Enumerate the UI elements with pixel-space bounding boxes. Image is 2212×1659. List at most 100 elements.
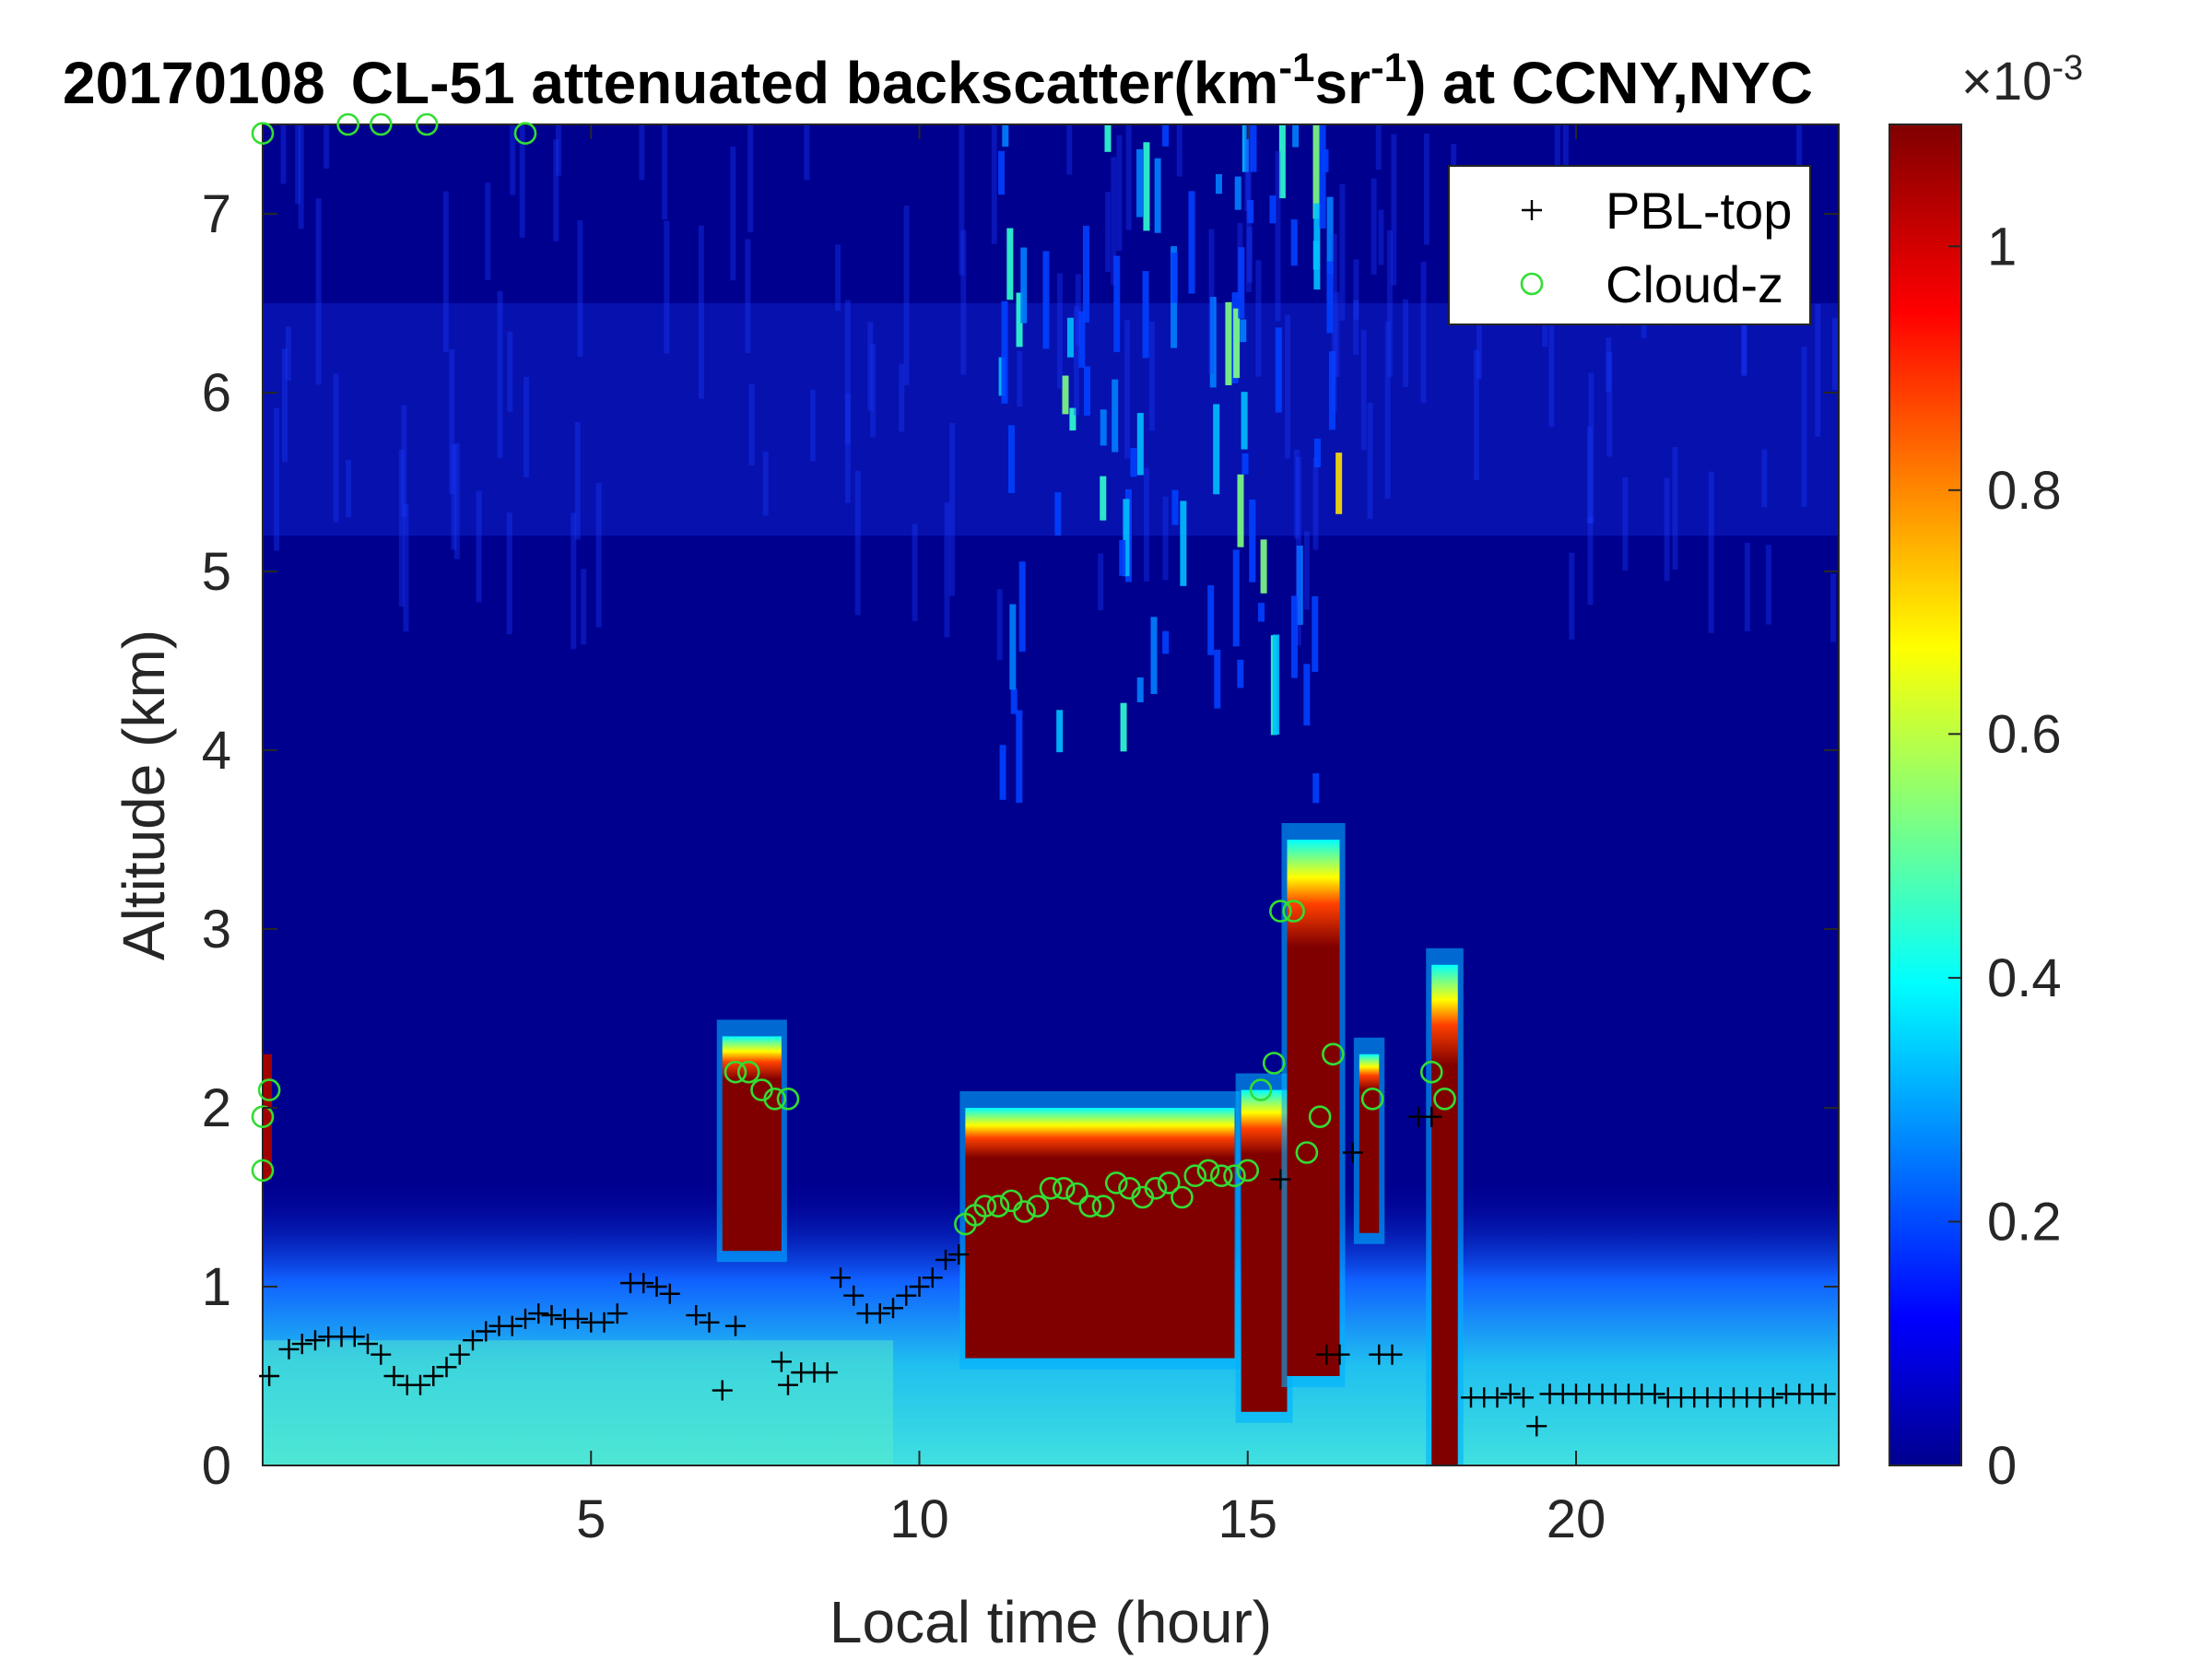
heatmap-cell-cirrus (1162, 630, 1170, 654)
heatmap-cell-cloud (722, 1036, 782, 1252)
heatmap-cell-cirrus (1241, 124, 1249, 172)
heatmap-cell-cirrus (1207, 585, 1215, 655)
heatmap-cell-cirrus (1100, 409, 1107, 446)
heatmap-cell-noise (553, 139, 559, 241)
heatmap-cell-cirrus (1319, 124, 1326, 229)
heatmap-cell-noise (1125, 124, 1132, 230)
pbl-top-marker (1487, 1387, 1508, 1408)
heatmap-cell-noise (809, 390, 816, 462)
cloud-z-marker (1308, 1105, 1332, 1128)
heatmap-cell-cirrus (1260, 539, 1267, 594)
heatmap-cell-noise (1353, 300, 1359, 355)
heatmap-cell-noise (274, 407, 280, 551)
pbl-top-marker (410, 1374, 430, 1395)
aerosol-band-upper (263, 303, 1839, 536)
heatmap-cell-cirrus (1136, 677, 1144, 702)
cloud-z-marker (973, 1194, 997, 1218)
legend-entry-label: PBL-top (1606, 182, 1792, 240)
heatmap-cell-noise (506, 512, 512, 635)
heatmap-cell-cirrus (1056, 710, 1064, 753)
heatmap-cell-cirrus (1171, 489, 1179, 525)
heatmap-cell-noise (1378, 209, 1384, 265)
heatmap-cell-edge-cloud (263, 1053, 272, 1180)
title-mid: sr (1314, 50, 1371, 116)
heatmap-cell-surface-patch (263, 1340, 893, 1465)
heatmap-cell-cirrus (998, 150, 1006, 195)
pbl-top-marker (568, 1308, 588, 1329)
heatmap-cell-cirrus (1312, 773, 1320, 804)
cloud-z-marker (1360, 1088, 1384, 1111)
pbl-top-marker (371, 1344, 392, 1365)
y-tick-label: 2 (202, 1078, 231, 1138)
pbl-top-marker (830, 1267, 851, 1288)
y-tick-label: 5 (202, 542, 231, 602)
heatmap-cell-noise (1375, 124, 1382, 171)
heatmap-cell-cirrus (1296, 545, 1303, 625)
cloud-z-marker (369, 112, 393, 136)
pbl-top-marker (935, 1249, 956, 1270)
pbl-top-marker (1329, 1344, 1350, 1365)
pbl-top-marker (725, 1315, 746, 1336)
pbl-top-marker (771, 1351, 792, 1372)
legend-entry-label: Cloud-z (1606, 255, 1783, 313)
heatmap-cell-cirrus (1180, 500, 1187, 586)
heatmap-cell-noise (1765, 545, 1771, 625)
pbl-top-marker (1513, 1387, 1534, 1408)
pbl-top-marker (1382, 1344, 1403, 1365)
cloud-z-marker (1144, 1177, 1168, 1200)
colorbar-gradient (1888, 124, 1962, 1466)
pbl-top-marker (646, 1277, 667, 1297)
cloud-z-marker (1419, 1060, 1443, 1084)
heatmap-cell-noise (944, 502, 950, 638)
x-tick-label: 5 (576, 1489, 606, 1549)
heatmap-cell-cirrus (1100, 476, 1107, 521)
heatmap-cell-cirrus (1078, 311, 1086, 368)
cloud-z-marker (513, 122, 537, 145)
cloud-z-marker (1039, 1177, 1063, 1200)
heatmap-cell-cirrus (1104, 124, 1112, 152)
heatmap-cell-noise (1569, 552, 1575, 640)
heatmap-cell-noise (1384, 321, 1391, 499)
heatmap-cell-noise (1237, 222, 1243, 300)
heatmap-cell-noise (1420, 261, 1427, 404)
heatmap-cell-noise (1208, 229, 1215, 374)
heatmap-cell-cirrus (1130, 448, 1137, 477)
cloud-z-marker (736, 1060, 760, 1084)
heatmap-cell-noise (1105, 192, 1112, 273)
heatmap-cell-cirrus (1225, 301, 1232, 385)
title-sup-1: -1 (1278, 45, 1314, 90)
heatmap-cell-noise (912, 524, 918, 621)
heatmap-cell-noise (1386, 229, 1393, 377)
colorbar-tick-label: 0 (1987, 1436, 2017, 1496)
heatmap-cell-noise (1371, 178, 1377, 275)
heatmap-cell-cirrus (1008, 425, 1016, 493)
heatmap-cell-noise (476, 490, 482, 603)
heatmap-cell-cirrus (1249, 499, 1256, 582)
heatmap-cell-cirrus (1250, 124, 1257, 172)
heatmap-cell-noise (1294, 449, 1300, 539)
cloud-z-marker (1013, 1200, 1036, 1223)
cloud-z-marker (257, 1078, 281, 1101)
heatmap-cell-noise (1391, 134, 1397, 286)
pbl-top-marker (606, 1303, 628, 1324)
heatmap-cell-noise (1148, 322, 1155, 431)
heatmap-cell-noise (1334, 291, 1340, 377)
y-tick-label: 4 (202, 721, 231, 781)
pbl-top-marker (291, 1334, 312, 1355)
cloud-z-marker (1171, 1185, 1194, 1209)
heatmap-cell-noise (996, 589, 1003, 661)
cloud-1 (959, 1091, 1241, 1370)
title-date: 20170108 (63, 50, 325, 116)
y-tick-label: 0 (202, 1436, 231, 1496)
cloud-z-marker (1236, 1159, 1260, 1182)
heatmap-cell-cirrus (1001, 300, 1008, 404)
heatmap-cell-noise (519, 124, 525, 238)
cloud-z-marker (1052, 1177, 1076, 1200)
pbl-top-marker (423, 1366, 444, 1386)
heatmap-cell-noise (1606, 351, 1613, 457)
cloud-z-marker (1262, 1052, 1286, 1075)
cloud-z-marker (336, 112, 359, 136)
plot-frame (262, 124, 1840, 1466)
pbl-top-marker (501, 1315, 523, 1336)
heatmap-cell-noise (595, 482, 602, 628)
